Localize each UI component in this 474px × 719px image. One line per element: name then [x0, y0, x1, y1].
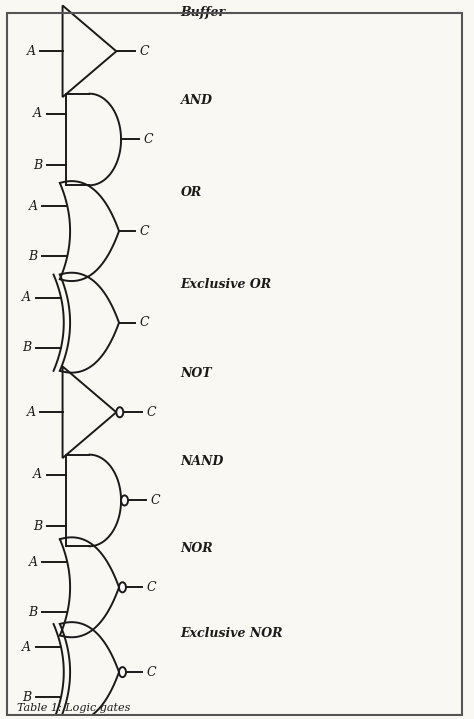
- Circle shape: [119, 582, 126, 592]
- Text: C: C: [140, 45, 150, 58]
- Text: B: B: [33, 159, 42, 172]
- Text: C: C: [147, 406, 156, 418]
- Text: C: C: [139, 224, 149, 237]
- Text: B: B: [28, 606, 37, 619]
- Text: A: A: [33, 107, 42, 120]
- Text: Exclusive NOR: Exclusive NOR: [181, 627, 283, 640]
- Text: A: A: [28, 556, 37, 569]
- Text: A: A: [22, 641, 31, 654]
- Text: C: C: [144, 133, 153, 146]
- Text: B: B: [22, 691, 31, 704]
- Text: A: A: [28, 200, 37, 213]
- Text: NOT: NOT: [181, 367, 212, 380]
- Text: C: C: [139, 316, 149, 329]
- Text: A: A: [27, 45, 36, 58]
- Text: A: A: [27, 406, 36, 418]
- Text: B: B: [22, 342, 31, 354]
- Text: Exclusive OR: Exclusive OR: [181, 278, 272, 290]
- Text: OR: OR: [181, 186, 202, 199]
- Circle shape: [121, 495, 128, 505]
- Text: Buffer: Buffer: [181, 6, 226, 19]
- Circle shape: [119, 667, 126, 677]
- Text: NOR: NOR: [181, 542, 213, 555]
- Text: B: B: [33, 520, 42, 533]
- Text: C: C: [146, 581, 156, 594]
- Circle shape: [116, 407, 123, 417]
- Text: C: C: [150, 494, 160, 507]
- Text: C: C: [146, 666, 156, 679]
- Text: B: B: [28, 249, 37, 262]
- Text: A: A: [33, 468, 42, 481]
- Text: A: A: [22, 291, 31, 304]
- Text: Table 1: Logic gates: Table 1: Logic gates: [17, 703, 130, 713]
- Text: AND: AND: [181, 94, 213, 107]
- Text: NAND: NAND: [181, 455, 224, 468]
